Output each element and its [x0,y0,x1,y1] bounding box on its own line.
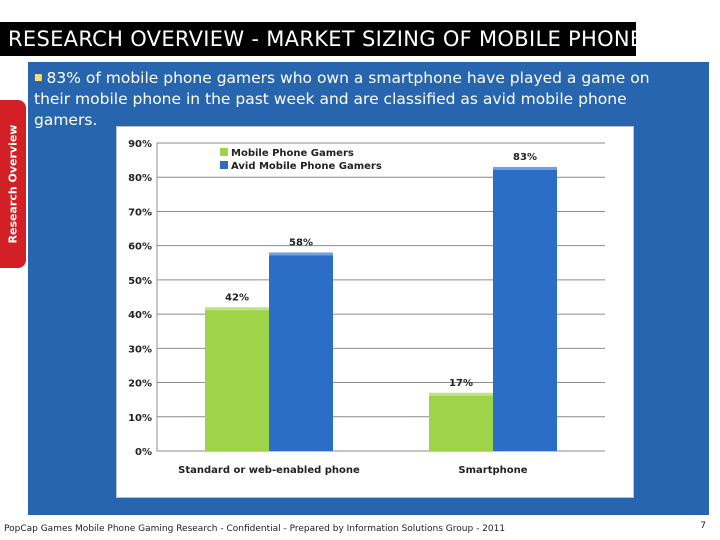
bar-highlight [269,252,333,256]
data-label: 17% [449,378,473,389]
data-label: 83% [513,152,537,163]
y-tick-label: 80% [128,173,152,184]
bullet-point: ■ 83% of mobile phone gamers who own a sm… [34,68,674,131]
data-label: 58% [289,238,313,249]
y-tick-label: 10% [128,413,152,424]
y-tick-label: 40% [128,310,152,321]
bar-chart: 0% 10% 20% 30% 40% 50% 60% 70% 80% 90% 42% 58% Stand… [128,139,605,476]
x-tick-label: Standard or web-enabled phone [178,465,360,476]
legend-swatch [220,161,228,169]
bar [493,166,557,451]
bullet-marker-icon: ■ [34,73,43,83]
chart-container: 0% 10% 20% 30% 40% 50% 60% 70% 80% 90% 42% 58% Stand… [116,126,634,498]
bullet-text: 83% of mobile phone gamers who own a sma… [34,69,650,129]
side-tab-label: Research Overview [6,124,20,244]
bar-highlight [205,307,269,311]
data-label: 42% [225,292,249,303]
y-tick-label: 90% [128,139,152,150]
footer-text: PopCap Games Mobile Phone Gaming Researc… [4,524,506,534]
legend-label: Avid Mobile Phone Gamers [231,161,382,172]
y-tick-label: 60% [128,242,152,253]
y-tick-label: 0% [135,447,152,458]
y-tick-label: 20% [128,379,152,390]
bar [269,252,333,451]
x-tick-label: Smartphone [458,465,527,476]
slide-title: RESEARCH OVERVIEW - MARKET SIZING OF MOB… [8,27,720,51]
page-number: 7 [700,521,706,531]
side-tab: Research Overview [0,100,26,268]
bar [429,392,493,451]
y-tick-label: 70% [128,207,152,218]
bar-highlight [493,166,557,170]
title-bar: RESEARCH OVERVIEW - MARKET SIZING OF MOB… [0,22,720,56]
legend-swatch [220,148,228,156]
bar [205,307,269,451]
y-tick-label: 30% [128,344,152,355]
legend-label: Mobile Phone Gamers [231,148,354,159]
y-tick-label: 50% [128,276,152,287]
bar-highlight [429,392,493,396]
